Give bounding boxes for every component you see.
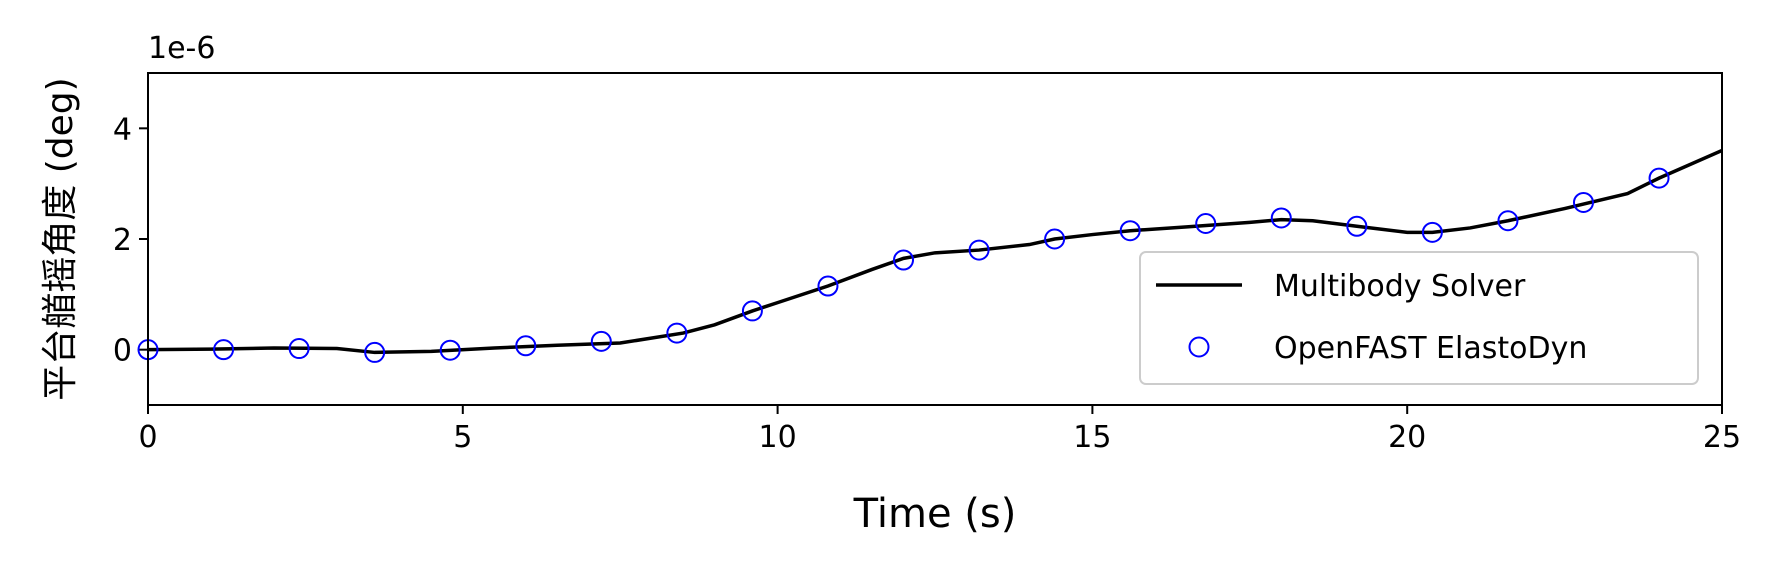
marker	[741, 300, 763, 322]
legend-label: Multibody Solver	[1274, 269, 1526, 304]
y-axis-label: 平台艏摇角度 (deg)	[40, 77, 81, 400]
marker	[364, 341, 386, 363]
x-tick-label: 15	[1073, 420, 1111, 455]
y-tick-label: 2	[113, 223, 132, 258]
marker	[893, 249, 915, 271]
marker	[1044, 228, 1066, 250]
marker	[439, 339, 461, 361]
marker	[1648, 167, 1670, 189]
marker	[288, 338, 310, 360]
x-tick-label: 25	[1703, 420, 1741, 455]
marker	[666, 322, 688, 344]
marker	[515, 335, 537, 357]
legend-marker	[1188, 336, 1210, 358]
marker	[590, 330, 612, 352]
marker	[213, 339, 235, 361]
y-tick-label: 4	[113, 112, 132, 147]
marker	[1421, 221, 1443, 243]
legend-label: OpenFAST ElastoDyn	[1274, 331, 1587, 366]
x-tick-label: 5	[453, 420, 472, 455]
y-offset-label: 1e-6	[148, 31, 215, 66]
x-tick-label: 20	[1388, 420, 1426, 455]
line-series	[147, 148, 1722, 355]
marker	[1119, 220, 1141, 242]
marker	[1572, 191, 1594, 213]
marker	[1497, 210, 1519, 232]
legend-box	[1139, 251, 1699, 385]
x-tick-label: 0	[138, 420, 157, 455]
plot-frame	[147, 72, 1723, 406]
x-axis-label: Time (s)	[853, 491, 1017, 537]
y-tick-label: 0	[113, 334, 132, 369]
marker	[1195, 213, 1217, 235]
x-tick-label: 10	[759, 420, 797, 455]
marker	[968, 239, 990, 261]
marker	[817, 275, 839, 297]
marker	[1270, 207, 1292, 229]
marker	[1346, 215, 1368, 237]
